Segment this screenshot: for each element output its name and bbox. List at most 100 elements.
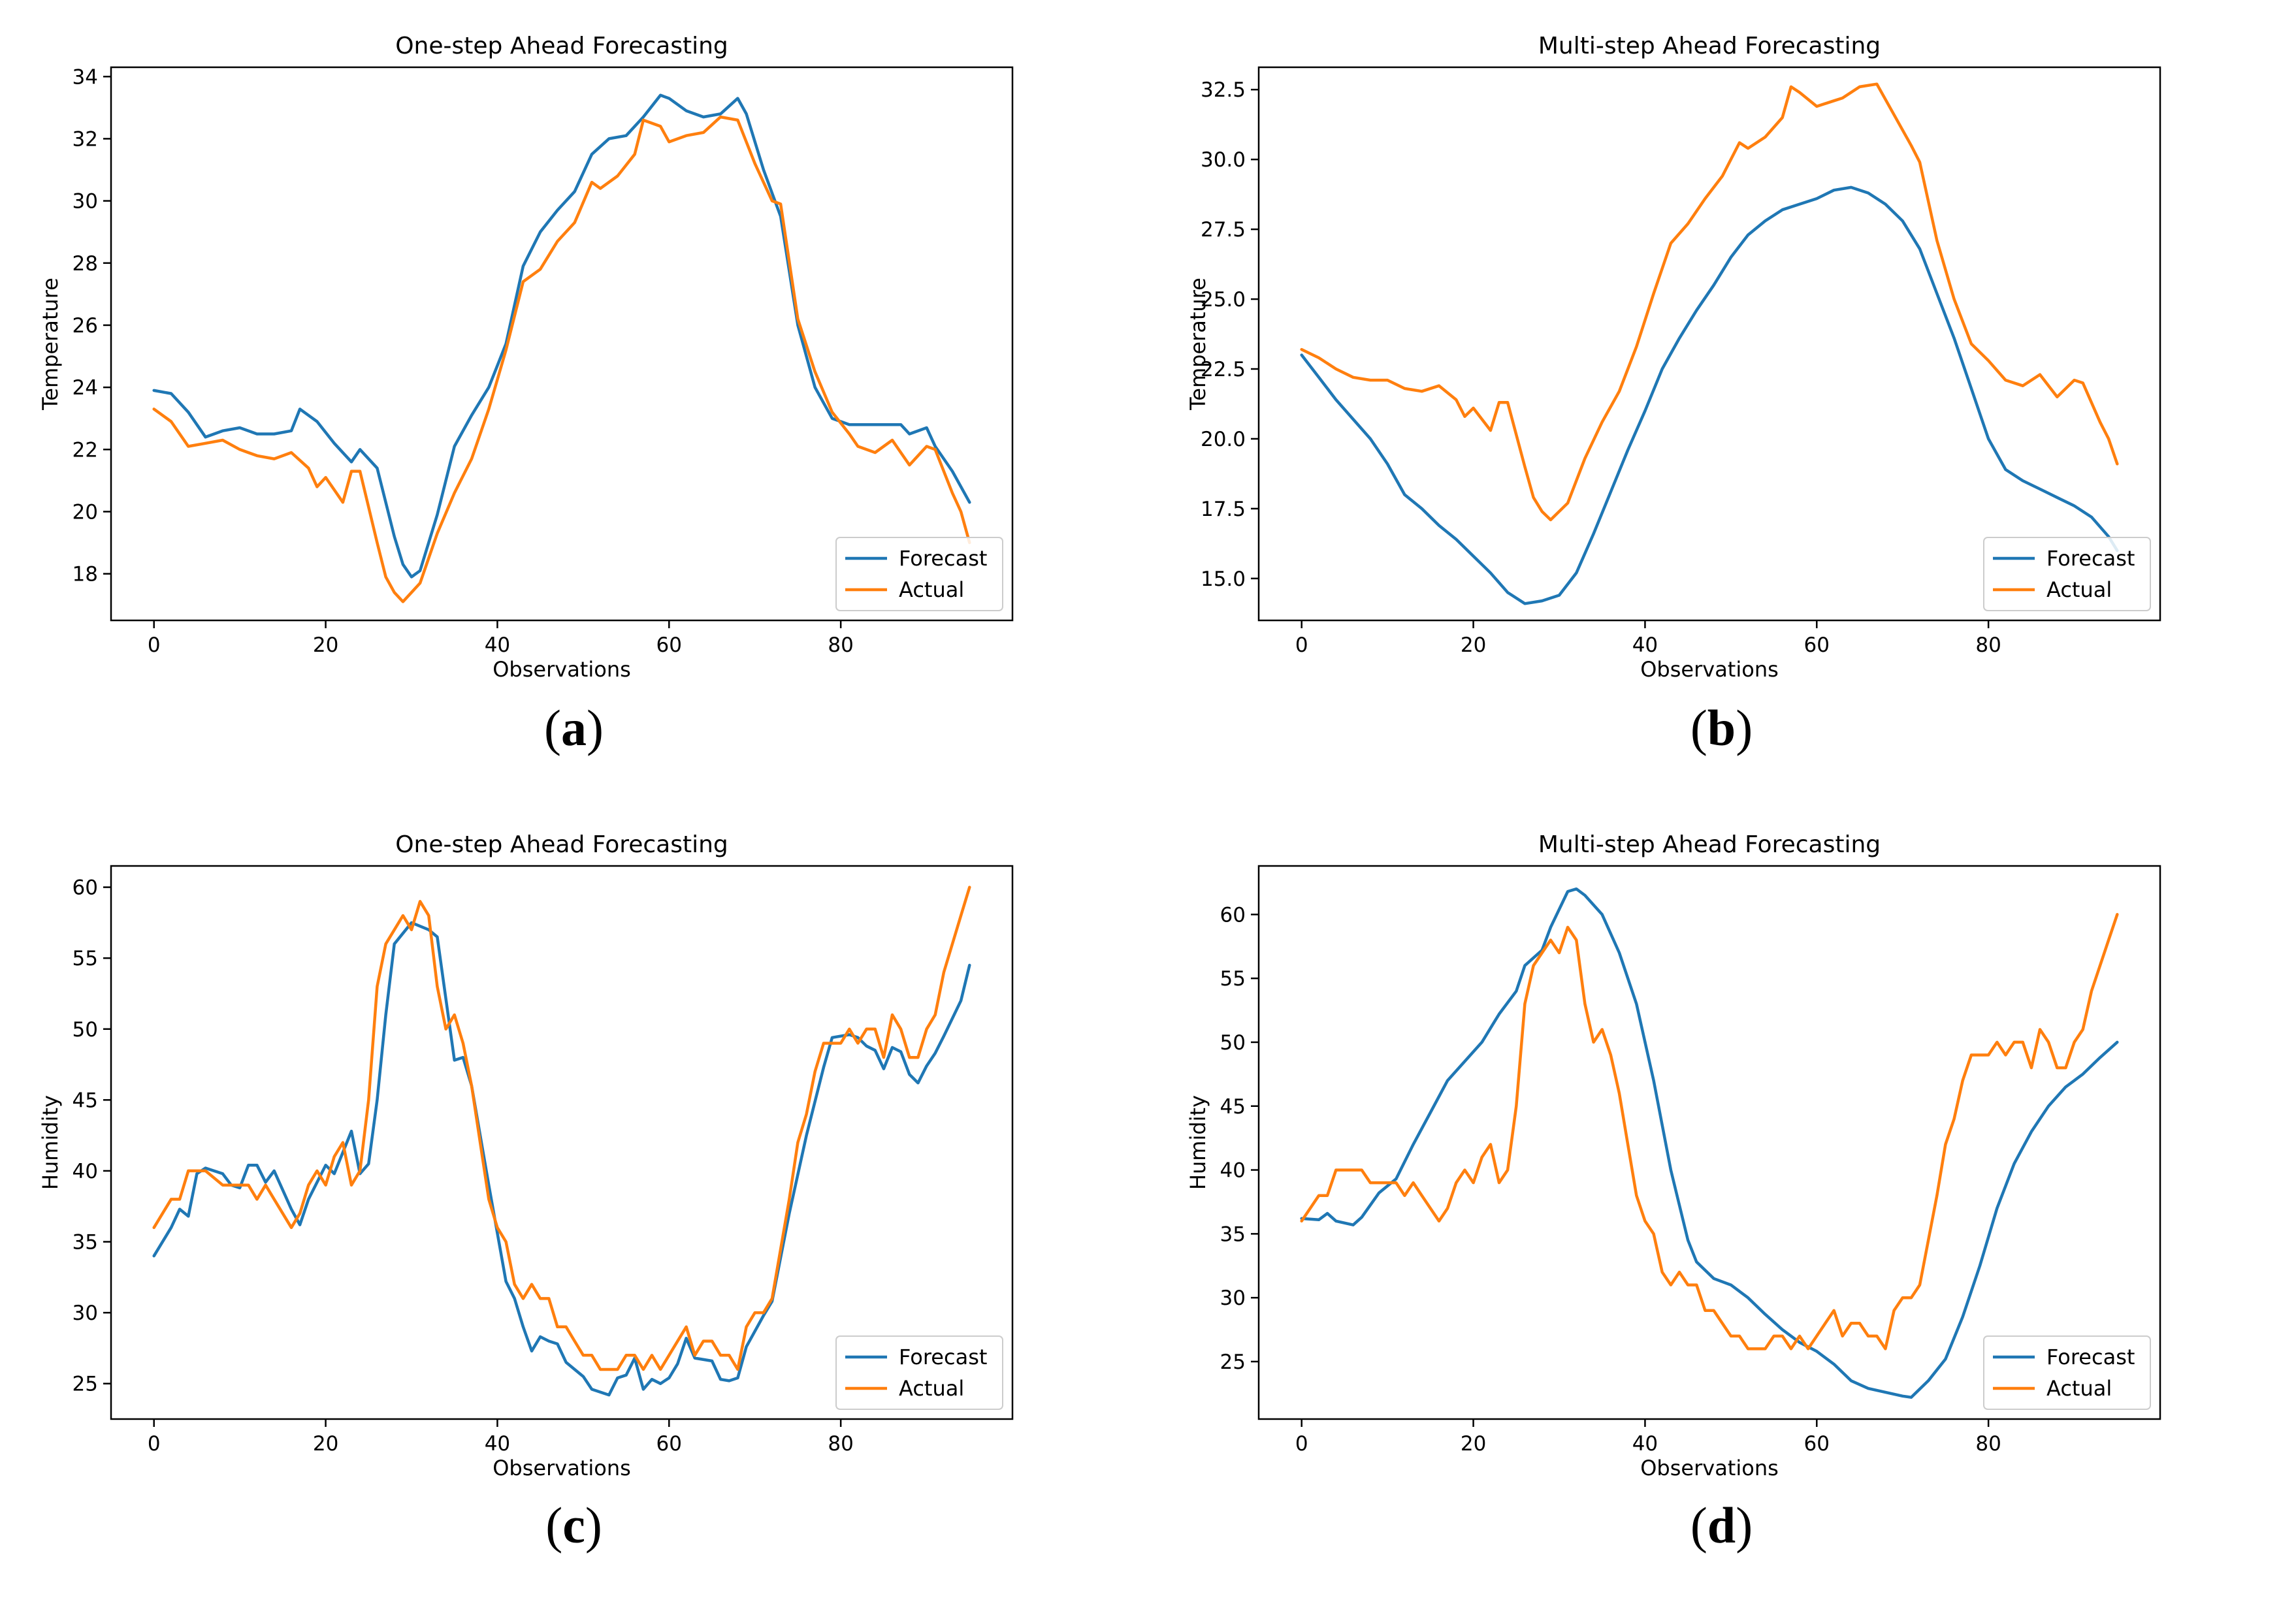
x-tick-label: 20 (313, 633, 338, 657)
x-tick-label: 0 (148, 633, 161, 657)
y-tick-label: 30.0 (1201, 148, 1246, 172)
series-line-forecast (152, 921, 971, 1397)
panel-d: Multi-step Ahead Forecasting 0 20 40 60 80 25 3… (1148, 799, 2295, 1597)
x-tick-label: 0 (148, 1432, 161, 1456)
caption-d: (d) (1690, 1497, 1753, 1554)
caption-d-label: d (1707, 1497, 1736, 1554)
y-axis-label: Temperature (38, 278, 63, 411)
panel-c: One-step Ahead Forecasting 0 20 40 60 80 25 30 3… (0, 799, 1148, 1597)
y-tick-label: 40 (1220, 1159, 1246, 1183)
series-line-forecast (1300, 887, 2119, 1399)
y-tick-label: 17.5 (1201, 498, 1246, 521)
legend-label-forecast: Forecast (899, 546, 987, 571)
y-tick-label: 30 (73, 1302, 98, 1325)
x-axis-label: Observations (493, 1456, 631, 1480)
x-axis-label: Observations (1640, 657, 1779, 682)
series-line-actual (1300, 913, 2119, 1350)
y-tick-label: 50 (1220, 1031, 1246, 1055)
series-line-actual (152, 886, 971, 1371)
chart-d: Multi-step Ahead Forecasting 0 20 40 60 80 25 3… (1186, 831, 2161, 1480)
caption-a: (a) (544, 699, 604, 756)
y-tick-label: 28 (73, 252, 98, 276)
x-tick-label: 40 (485, 633, 510, 657)
y-tick-label: 60 (73, 876, 98, 900)
y-tick-label: 22.5 (1201, 358, 1246, 381)
chart-title: Multi-step Ahead Forecasting (1538, 831, 1881, 858)
x-tick-label: 80 (828, 1432, 853, 1456)
plot-frame (110, 865, 1014, 1420)
x-tick-label: 40 (1632, 1432, 1658, 1456)
y-tick-label: 22 (73, 438, 98, 462)
legend-label-actual: Actual (2046, 1376, 2112, 1401)
y-tick-label: 45 (73, 1089, 98, 1112)
legend-box (835, 537, 1003, 611)
x-tick-label: 80 (1975, 633, 2001, 657)
chart-title: One-step Ahead Forecasting (395, 831, 728, 858)
legend-label-actual: Actual (899, 577, 964, 602)
legend-box (1983, 537, 2151, 611)
panel-a: One-step Ahead Forecasting 0 20 40 60 80 18 20 2… (0, 0, 1148, 799)
x-tick-label: 20 (313, 1432, 338, 1456)
y-tick-label: 18 (73, 563, 98, 586)
y-tick-label: 24 (73, 376, 98, 400)
y-tick-label: 50 (73, 1018, 98, 1042)
y-tick-label: 55 (1220, 967, 1246, 991)
legend-box (835, 1335, 1003, 1410)
y-tick-label: 45 (1220, 1095, 1246, 1119)
y-tick-label: 60 (1220, 903, 1246, 927)
series-line-forecast (1300, 185, 2119, 605)
y-tick-label: 30 (73, 190, 98, 214)
caption-a-label: a (561, 699, 587, 756)
chart-title: Multi-step Ahead Forecasting (1538, 33, 1881, 59)
chart-a: One-step Ahead Forecasting 0 20 40 60 80 18 20 2… (38, 33, 1014, 682)
caption-b-label: b (1707, 699, 1736, 756)
legend-label-forecast: Forecast (2046, 1345, 2135, 1369)
plot-frame (1257, 66, 2161, 622)
legend-label-forecast: Forecast (899, 1345, 987, 1369)
y-tick-label: 35 (73, 1231, 98, 1254)
caption-c: (c) (545, 1497, 602, 1554)
x-tick-label: 60 (656, 1432, 682, 1456)
series-line-actual (1300, 82, 2119, 522)
x-tick-label: 0 (1295, 633, 1308, 657)
y-tick-label: 40 (73, 1160, 98, 1183)
panel-b: Multi-step Ahead Forecasting 0 20 40 60 80 15.… (1148, 0, 2295, 799)
y-axis-label: Humidity (1186, 1095, 1210, 1190)
y-tick-label: 27.5 (1201, 218, 1246, 242)
x-tick-label: 40 (1632, 633, 1658, 657)
y-tick-label: 32 (73, 127, 98, 151)
caption-b: (b) (1690, 699, 1753, 756)
y-tick-label: 32.5 (1201, 78, 1246, 102)
y-tick-label: 25 (73, 1373, 98, 1396)
x-axis-label: Observations (1640, 1456, 1779, 1480)
series-line-actual (152, 115, 971, 603)
chart-c: One-step Ahead Forecasting 0 20 40 60 80 25 30 3… (38, 831, 1014, 1480)
legend-box (1983, 1335, 2151, 1410)
series-line-forecast (152, 93, 971, 579)
chart-title: One-step Ahead Forecasting (395, 33, 728, 59)
y-tick-label: 25.0 (1201, 288, 1246, 312)
y-tick-label: 55 (73, 947, 98, 970)
x-tick-label: 20 (1461, 633, 1486, 657)
x-axis-label: Observations (493, 657, 631, 682)
y-tick-label: 35 (1220, 1222, 1246, 1246)
legend-label-actual: Actual (2046, 577, 2112, 602)
x-tick-label: 60 (656, 633, 682, 657)
x-tick-label: 20 (1461, 1432, 1486, 1456)
y-tick-label: 15.0 (1201, 567, 1246, 591)
x-tick-label: 0 (1295, 1432, 1308, 1456)
y-axis-label: Temperature (1186, 278, 1210, 411)
plot-frame (1257, 865, 2161, 1420)
x-tick-label: 80 (828, 633, 853, 657)
y-tick-label: 20 (73, 500, 98, 524)
caption-c-label: c (562, 1497, 585, 1554)
y-tick-label: 25 (1220, 1350, 1246, 1374)
x-tick-label: 60 (1804, 1432, 1830, 1456)
y-tick-label: 30 (1220, 1286, 1246, 1310)
chart-b: Multi-step Ahead Forecasting 0 20 40 60 80 15.… (1186, 33, 2161, 682)
x-tick-label: 80 (1975, 1432, 2001, 1456)
x-tick-label: 40 (485, 1432, 510, 1456)
x-tick-label: 60 (1804, 633, 1830, 657)
y-tick-label: 20.0 (1201, 428, 1246, 451)
y-tick-label: 34 (73, 65, 98, 89)
